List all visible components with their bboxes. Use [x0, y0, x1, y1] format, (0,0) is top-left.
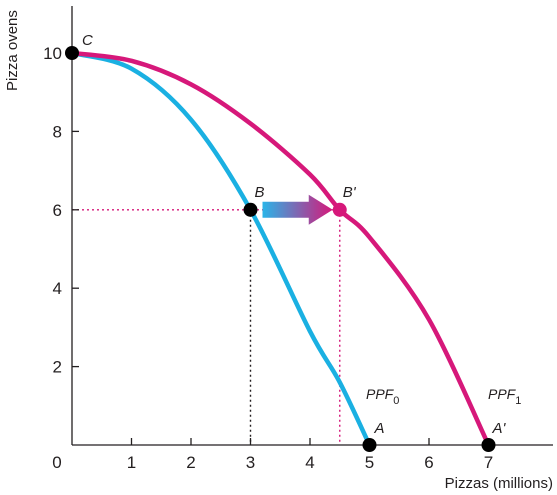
labels: CB B'A A'PPF0 PPF1 — [82, 32, 521, 437]
y-axis-title: Pizza ovens — [4, 10, 21, 91]
point-a-prime-label: A' — [492, 420, 507, 437]
point-b-marker — [243, 202, 258, 217]
x-tick-label: 1 — [127, 453, 136, 472]
ppf-label-main: PPF — [488, 386, 517, 402]
curves — [69, 50, 491, 448]
ppf-label-subscript: 0 — [393, 395, 399, 407]
point-a-prime-marker — [481, 438, 496, 452]
x-tick-label: 3 — [246, 453, 255, 472]
ppf-label-main: PPF — [366, 386, 395, 402]
point-a-marker — [362, 438, 377, 452]
ppf-1-curve — [69, 50, 491, 448]
x-tick-label: 5 — [365, 453, 374, 472]
y-tick-label: 10 — [43, 44, 62, 63]
shift-arrow-shape — [262, 194, 333, 225]
point-c-label: C — [82, 32, 93, 49]
y-tick-label: 6 — [53, 201, 62, 220]
y-tick-label: 4 — [53, 279, 62, 298]
point-c-marker — [65, 46, 79, 60]
point-b-prime-label: B' — [343, 184, 357, 201]
y-tick-label: 2 — [53, 358, 62, 377]
guide-lines — [72, 209, 341, 445]
x-tick-label: 7 — [484, 453, 493, 472]
ppf-1-label: PPF1 — [488, 386, 521, 407]
point-b-prime-marker — [332, 202, 347, 217]
shift-arrow — [262, 194, 333, 225]
ppf-0-label: PPF0 — [366, 386, 399, 407]
ppf-label-subscript: 1 — [515, 395, 521, 407]
x-tick-label: 6 — [424, 453, 433, 472]
point-a-label: A — [374, 420, 385, 437]
x-tick-label: 2 — [186, 453, 195, 472]
point-b-label: B — [255, 184, 265, 201]
points — [65, 46, 496, 452]
y-tick-label: 8 — [53, 122, 62, 141]
x-tick-label: 0 — [52, 453, 61, 472]
x-tick-label: 4 — [305, 453, 314, 472]
ppf-0-curve — [69, 50, 372, 448]
x-axis-title: Pizzas (millions) — [445, 475, 553, 492]
